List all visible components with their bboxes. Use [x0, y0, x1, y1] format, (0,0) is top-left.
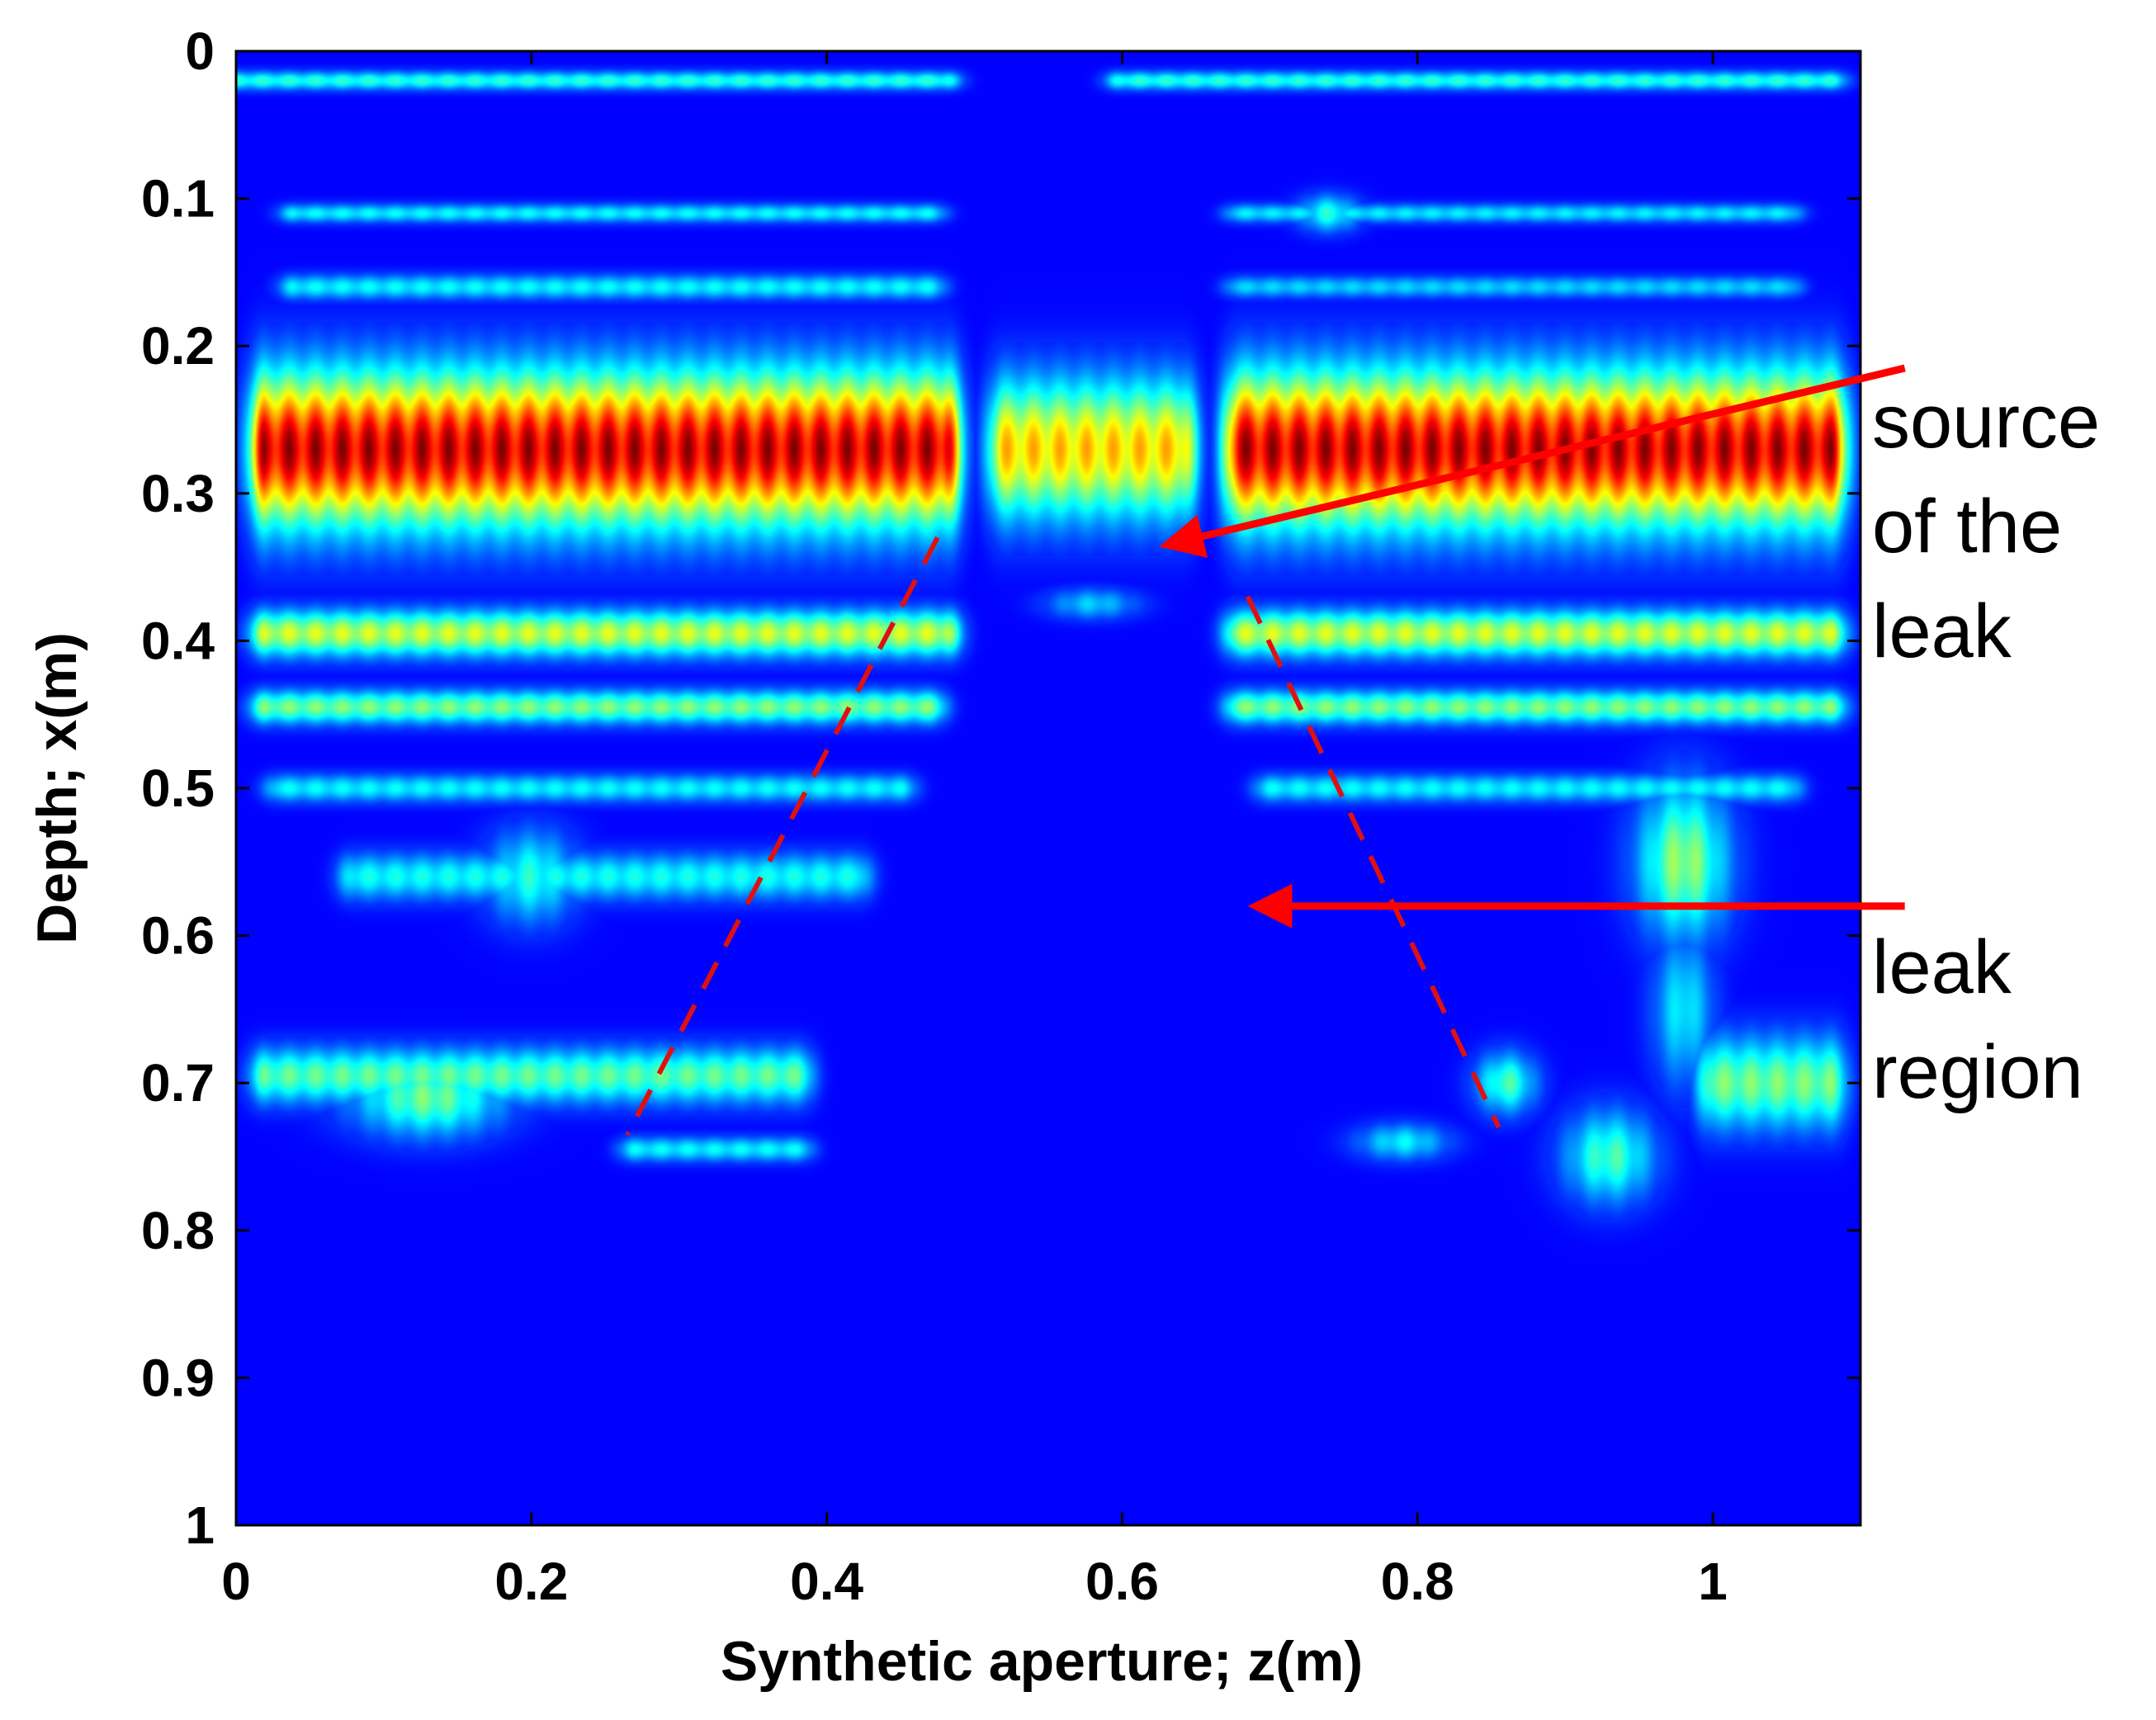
y-tick-label: 1 — [185, 1496, 215, 1555]
annotation-text: leak — [1872, 589, 2012, 673]
annotation-text: leak — [1872, 925, 2012, 1009]
y-tick-label: 0 — [185, 21, 215, 81]
annotations: source of the leak leak region — [1159, 364, 2100, 1114]
annotation-text: of the — [1872, 484, 2062, 569]
x-tick-label: 0.6 — [1085, 1552, 1159, 1611]
y-tick-label: 0.5 — [141, 758, 215, 818]
x-tick-label: 1 — [1698, 1552, 1728, 1611]
x-axis-ticks: 0 0.2 0.4 0.6 0.8 1 — [221, 51, 1728, 1611]
dashed-boundary-line — [625, 536, 940, 1136]
y-tick-label: 0.8 — [141, 1201, 215, 1260]
y-axis-ticks: 0 0.1 0.2 0.3 0.4 0.5 0.6 0.7 0.8 0.9 1 — [141, 21, 1860, 1555]
y-tick-label: 0.6 — [141, 906, 215, 966]
annotation-text: region — [1872, 1030, 2083, 1114]
y-axis-title: Depth; x(m) — [26, 632, 88, 944]
y-tick-label: 0.2 — [141, 316, 215, 376]
y-tick-label: 0.9 — [141, 1348, 215, 1407]
y-tick-label: 0.4 — [141, 611, 215, 670]
dashed-boundary-line — [1245, 595, 1501, 1129]
annotation-arrow — [1159, 364, 1906, 559]
y-tick-label: 0.3 — [141, 464, 215, 523]
heatmap-raster — [236, 51, 1860, 1525]
x-tick-label: 0 — [221, 1552, 251, 1611]
y-tick-label: 0.7 — [141, 1053, 215, 1113]
x-tick-label: 0.8 — [1381, 1552, 1454, 1611]
heatmap-raster-container — [236, 51, 1860, 1525]
annotation-text: source — [1872, 380, 2100, 464]
x-axis-title: Synthetic aperture; z(m) — [721, 1630, 1363, 1693]
x-tick-label: 0.2 — [494, 1552, 568, 1611]
y-tick-label: 0.1 — [141, 169, 215, 229]
dashed-boundary-lines — [625, 536, 1501, 1136]
x-tick-label: 0.4 — [790, 1552, 863, 1611]
